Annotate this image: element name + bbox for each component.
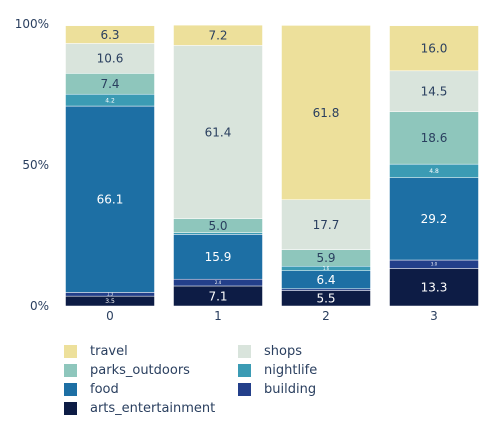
data-label: 7.2 bbox=[208, 29, 227, 43]
y-tick-label: 100% bbox=[15, 17, 49, 31]
data-label: 29.2 bbox=[421, 212, 448, 226]
data-label: 6.3 bbox=[100, 28, 119, 42]
data-label: 10.6 bbox=[97, 52, 124, 66]
legend-label: building bbox=[264, 382, 316, 397]
bar-segment-building-2 bbox=[282, 289, 371, 291]
data-label: 61.4 bbox=[205, 125, 232, 139]
data-label: 5.5 bbox=[316, 292, 335, 306]
y-tick-label: 0% bbox=[30, 299, 49, 313]
x-tick-label: 2 bbox=[322, 309, 330, 323]
legend-swatch bbox=[64, 383, 77, 396]
data-label: 15.9 bbox=[205, 250, 232, 264]
legend-swatch bbox=[238, 345, 251, 358]
data-label: 61.8 bbox=[313, 106, 340, 120]
data-label: 4.8 bbox=[429, 168, 439, 175]
data-label: 16.0 bbox=[421, 42, 448, 56]
legend-item-nightlife[interactable]: nightlife bbox=[238, 361, 317, 379]
legend-swatch bbox=[64, 345, 77, 358]
x-tick-label: 1 bbox=[214, 309, 222, 323]
data-label: 3.0 bbox=[431, 262, 438, 267]
data-label: 7.4 bbox=[100, 77, 119, 91]
data-label: 18.6 bbox=[421, 131, 448, 145]
x-tick-label: 0 bbox=[106, 309, 114, 323]
legend-label: arts_entertainment bbox=[90, 401, 215, 416]
data-label: 1.6 bbox=[323, 266, 330, 271]
data-label: 14.5 bbox=[421, 85, 448, 99]
legend-swatch bbox=[64, 402, 77, 415]
data-label: 5.9 bbox=[316, 251, 335, 265]
legend-item-parks_outdoors[interactable]: parks_outdoors bbox=[64, 361, 190, 379]
legend-label: parks_outdoors bbox=[90, 363, 190, 378]
y-tick-label: 50% bbox=[22, 158, 49, 172]
data-label: 17.7 bbox=[313, 218, 340, 232]
data-label: 3.5 bbox=[105, 298, 115, 305]
legend-label: food bbox=[90, 382, 119, 397]
stacked-bar-chart: 0%50%100%3.51.366.14.27.410.66.307.12.41… bbox=[0, 0, 492, 340]
legend-label: shops bbox=[264, 344, 302, 359]
data-label: 6.4 bbox=[316, 273, 335, 287]
legend-item-building[interactable]: building bbox=[238, 380, 316, 398]
legend-swatch bbox=[64, 364, 77, 377]
x-tick-label: 3 bbox=[430, 309, 438, 323]
data-label: 2.4 bbox=[215, 280, 222, 285]
data-label: 13.3 bbox=[421, 281, 448, 295]
data-label: 5.0 bbox=[208, 219, 227, 233]
legend-label: travel bbox=[90, 344, 128, 359]
legend-swatch bbox=[238, 383, 251, 396]
legend-item-arts_entertainment[interactable]: arts_entertainment bbox=[64, 399, 215, 417]
legend-swatch bbox=[238, 364, 251, 377]
data-label: 4.2 bbox=[105, 97, 115, 104]
legend-item-shops[interactable]: shops bbox=[238, 342, 302, 360]
data-label: 7.1 bbox=[208, 289, 227, 303]
legend: travel shops parks_outdoors nightlife food bu… bbox=[64, 342, 464, 422]
legend-label: nightlife bbox=[264, 363, 317, 378]
legend-item-travel[interactable]: travel bbox=[64, 342, 128, 360]
data-label: 66.1 bbox=[97, 193, 124, 207]
legend-item-food[interactable]: food bbox=[64, 380, 119, 398]
